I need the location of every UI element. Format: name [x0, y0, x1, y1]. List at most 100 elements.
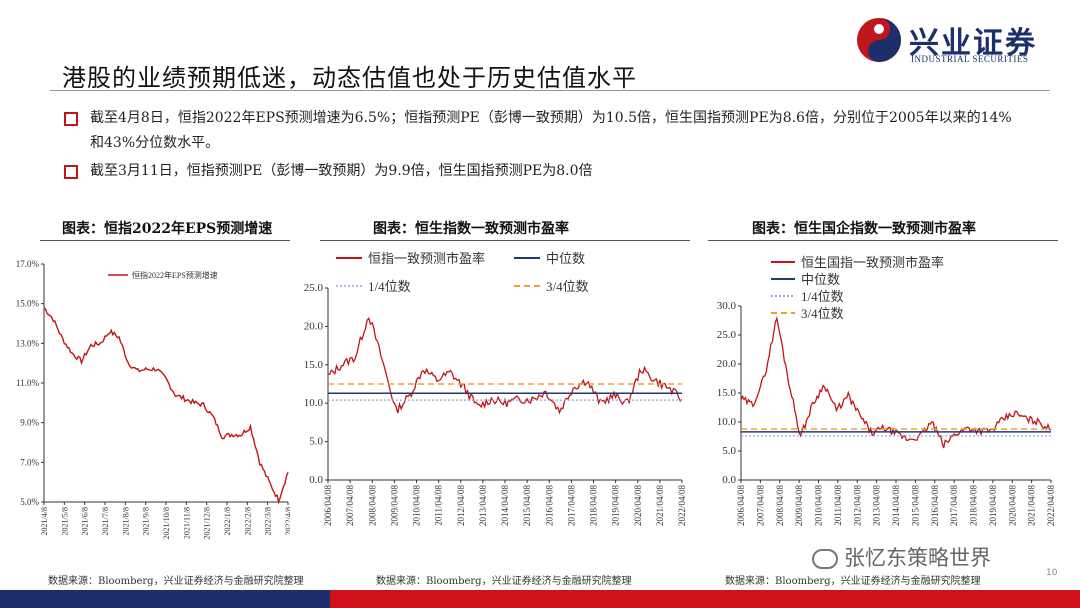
company-logo: 兴业证券 INDUSTRIAL SECURITIES — [855, 16, 1070, 68]
chart3-title-rule — [708, 240, 1058, 241]
y-tick-label: 7.0% — [20, 457, 39, 467]
x-tick-label: 2021/04/08 — [655, 485, 665, 527]
y-tick-label: 0.0 — [309, 474, 323, 486]
chart2-title: 图表：恒生指数一致预测市盈率 — [373, 221, 569, 237]
y-tick-label: 15.0 — [717, 387, 737, 399]
legend-label-q3: 3/4位数 — [801, 306, 844, 321]
x-tick-label: 2017/04/08 — [566, 485, 576, 527]
x-tick-label: 2022/2/8 — [243, 507, 252, 535]
x-tick-label: 2021/7/8 — [101, 507, 110, 535]
x-tick-label: 2020/04/08 — [633, 485, 643, 527]
hsi-pe-line — [327, 316, 683, 415]
chart1-title: 图表：恒指2022年EPS预测增速 — [62, 221, 273, 237]
x-tick-label: 2020/04/08 — [1007, 485, 1017, 527]
x-tick-label: 2016/04/08 — [544, 485, 554, 527]
y-tick-label: 20.0 — [304, 320, 324, 332]
x-tick-label: 2019/04/08 — [988, 485, 998, 527]
x-tick-label: 2014/04/08 — [500, 485, 510, 527]
x-tick-label: 2021/04/08 — [1027, 485, 1037, 527]
y-tick-label: 5.0 — [722, 445, 736, 457]
x-tick-label: 2007/04/08 — [345, 485, 355, 527]
y-tick-label: 15.0 — [304, 359, 324, 371]
x-tick-label: 2019/04/08 — [611, 485, 621, 527]
legend-label-q1: 1/4位数 — [801, 289, 844, 304]
logo-name: 兴业证券 — [909, 26, 1037, 61]
legend-label-q3: 3/4位数 — [546, 279, 589, 294]
eps-growth-line — [43, 307, 289, 505]
x-tick-label: 2009/04/08 — [389, 485, 399, 527]
x-tick-label: 2008/04/08 — [367, 485, 377, 527]
y-tick-label: 30.0 — [717, 300, 737, 312]
legend-label-q1: 1/4位数 — [368, 279, 411, 294]
x-tick-label: 2022/04/08 — [677, 485, 687, 527]
x-tick-label: 2022/4/8 — [284, 507, 290, 535]
x-tick-label: 2012/04/08 — [852, 485, 862, 527]
bullet-item: 截至4月8日，恒指2022年EPS预测增速为6.5%；恒指预测PE（彭博一致预期… — [62, 106, 1022, 156]
x-tick-label: 2010/04/08 — [814, 485, 824, 527]
x-tick-label: 2022/04/08 — [1046, 485, 1056, 527]
bullet-text: 截至3月11日，恒指预测PE（彭博一致预期）为9.9倍，恒生国指预测PE为8.0… — [90, 163, 593, 179]
y-tick-label: 5.0 — [309, 436, 323, 448]
chart3-source: 数据来源：Bloomberg，兴业证券经济与金融研究院整理 — [725, 576, 981, 587]
bullet-box-icon — [64, 112, 78, 126]
x-tick-label: 2022/3/8 — [264, 507, 273, 535]
y-tick-label: 0.0 — [722, 474, 736, 486]
x-tick-label: 2021/4/8 — [40, 507, 49, 535]
y-tick-label: 10.0 — [717, 416, 737, 428]
x-tick-label: 2013/04/08 — [478, 485, 488, 527]
page-number: 10 — [1046, 568, 1058, 578]
x-tick-label: 2012/04/08 — [456, 485, 466, 527]
watermark: 张忆东策略世界 — [812, 542, 991, 572]
x-tick-label: 2021/12/8 — [203, 507, 212, 539]
x-tick-label: 2013/04/08 — [872, 485, 882, 527]
x-tick-label: 2018/04/08 — [589, 485, 599, 527]
bullet-item: 截至3月11日，恒指预测PE（彭博一致预期）为9.9倍，恒生国指预测PE为8.0… — [62, 159, 1022, 184]
chart2-title-rule — [320, 240, 690, 241]
x-tick-label: 2017/04/08 — [949, 485, 959, 527]
y-tick-label: 25.0 — [717, 329, 737, 341]
chart3-title: 图表：恒生国企指数一致预测市盈率 — [752, 221, 976, 237]
x-tick-label: 2021/5/8 — [60, 507, 69, 535]
y-tick-label: 10.0 — [304, 397, 324, 409]
summary-bullets: 截至4月8日，恒指2022年EPS预测增速为6.5%；恒指预测PE（彭博一致预期… — [62, 106, 1022, 187]
x-tick-label: 2021/6/8 — [81, 507, 90, 535]
hscei-pe-chart: 0.0 5.0 10.0 15.0 20.0 25.0 30.0 2006/04/08 2007… — [717, 255, 1056, 527]
x-tick-label: 2010/04/08 — [412, 485, 422, 527]
x-tick-label: 2014/04/08 — [891, 485, 901, 527]
header: 港股的业绩预期低迷，动态估值也处于历史估值水平 兴业证券 INDUSTRIAL … — [0, 0, 1080, 100]
page-title: 港股的业绩预期低迷，动态估值也处于历史估值水平 — [62, 64, 637, 92]
legend-label-median: 中位数 — [546, 251, 585, 266]
eps-growth-chart: 5.0% 7.0% 9.0% 11.0% 13.0% 15.0% 17.0% 2021/4/8… — [16, 259, 290, 539]
y-tick-label: 25.0 — [304, 282, 324, 294]
hsi-pe-chart: 0.0 5.0 10.0 15.0 20.0 25.0 2006/04/08 2007/04/… — [304, 251, 687, 527]
x-tick-label: 2021/9/8 — [142, 507, 151, 535]
y-tick-label: 9.0% — [20, 418, 39, 428]
watermark-text: 张忆东策略世界 — [844, 546, 991, 570]
y-tick-label: 13.0% — [16, 338, 40, 348]
y-tick-label: 11.0% — [16, 378, 39, 388]
legend-label-median: 中位数 — [801, 272, 840, 287]
x-tick-label: 2008/04/08 — [775, 485, 785, 527]
logo-english: INDUSTRIAL SECURITIES — [911, 54, 1029, 64]
chart2-source: 数据来源：Bloomberg，兴业证券经济与金融研究院整理 — [376, 576, 632, 587]
logo-mark-icon — [857, 18, 901, 62]
legend-label-main: 恒指一致预测市盈率 — [368, 251, 485, 266]
x-tick-label: 2006/04/08 — [323, 485, 333, 527]
x-tick-label: 2016/04/08 — [930, 485, 940, 527]
x-tick-label: 2018/04/08 — [969, 485, 979, 527]
x-tick-label: 2006/04/08 — [736, 485, 746, 527]
x-tick-label: 2015/04/08 — [910, 485, 920, 527]
x-tick-label: 2015/04/08 — [522, 485, 532, 527]
hscei-pe-line — [740, 316, 1052, 449]
x-tick-label: 2022/1/8 — [223, 507, 232, 535]
x-tick-label: 2021/11/8 — [182, 507, 191, 539]
x-tick-label: 2011/04/08 — [833, 485, 843, 526]
wechat-icon — [812, 549, 838, 569]
legend-label: 恒指2022年EPS预测增速 — [132, 270, 218, 280]
x-tick-label: 2009/04/08 — [794, 485, 804, 527]
bullet-box-icon — [64, 165, 78, 179]
legend-label-main: 恒生国指一致预测市盈率 — [801, 255, 944, 270]
x-tick-label: 2007/04/08 — [755, 485, 765, 527]
title-divider — [50, 90, 1050, 91]
chart1-source: 数据来源：Bloomberg，兴业证券经济与金融研究院整理 — [48, 576, 304, 587]
